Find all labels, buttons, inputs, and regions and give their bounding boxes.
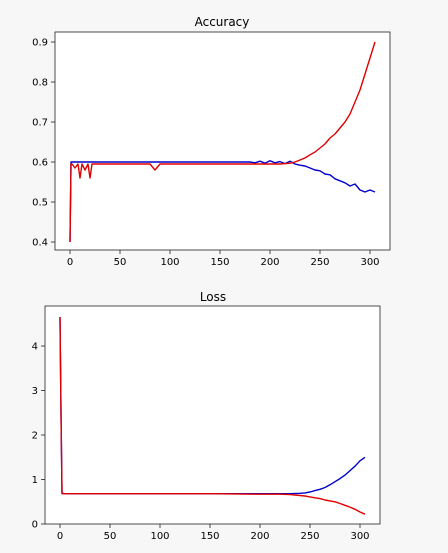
loss-x-axis: 0 50 100 150 200 250 300	[57, 524, 370, 542]
accuracy-ytick-label: 0.4	[32, 238, 48, 249]
accuracy-series-red-line	[69, 41, 376, 243]
loss-y-axis: 0 1 2 3 4	[32, 342, 45, 531]
accuracy-ytick-label: 0.8	[32, 78, 48, 89]
loss-xtick-label: 0	[57, 531, 63, 542]
accuracy-xtick-label: 50	[114, 257, 127, 268]
loss-ytick-label: 0	[32, 520, 38, 531]
accuracy-xtick-label: 150	[210, 257, 229, 268]
loss-ytick-label: 1	[32, 475, 38, 486]
loss-xtick-label: 50	[104, 531, 117, 542]
accuracy-x-axis: 0 50 100 150 200 250 300	[67, 250, 380, 268]
loss-xtick-label: 300	[350, 531, 369, 542]
accuracy-xtick-label: 0	[67, 257, 73, 268]
accuracy-xtick-label: 250	[310, 257, 329, 268]
accuracy-series-blue-line	[69, 160, 376, 243]
accuracy-y-axis: 0.4 0.5 0.6 0.7 0.8 0.9	[32, 38, 55, 249]
loss-series-group	[59, 317, 366, 515]
loss-xtick-label: 250	[300, 531, 319, 542]
loss-series-red-line	[59, 317, 366, 515]
loss-chart-title: Loss	[200, 290, 226, 304]
accuracy-xtick-label: 300	[360, 257, 379, 268]
accuracy-series-group	[69, 41, 376, 243]
accuracy-xtick-label: 200	[260, 257, 279, 268]
loss-chart: Loss 0 1 2 3 4 0 50 100 150 200 250 300	[32, 290, 381, 542]
loss-plot-area	[44, 305, 381, 525]
accuracy-ytick-label: 0.7	[32, 118, 48, 129]
accuracy-chart: Accuracy 0.4 0.5 0.6 0.7 0.8 0.9 0 50 100 150 200…	[32, 15, 391, 268]
loss-xtick-label: 100	[150, 531, 169, 542]
accuracy-ytick-label: 0.6	[32, 158, 48, 169]
accuracy-ytick-label: 0.9	[32, 38, 48, 49]
loss-ytick-label: 2	[32, 431, 38, 442]
loss-xtick-label: 200	[250, 531, 269, 542]
accuracy-plot-area	[54, 31, 391, 251]
loss-ytick-label: 3	[32, 386, 38, 397]
loss-ytick-label: 4	[32, 342, 38, 353]
loss-xtick-label: 150	[200, 531, 219, 542]
accuracy-ytick-label: 0.5	[32, 198, 48, 209]
accuracy-chart-title: Accuracy	[195, 15, 250, 29]
accuracy-xtick-label: 100	[160, 257, 179, 268]
